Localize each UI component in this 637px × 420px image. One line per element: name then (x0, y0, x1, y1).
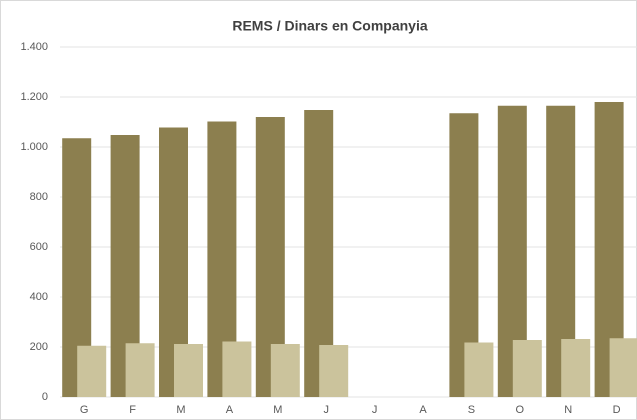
bar (512, 340, 542, 397)
x-tick-label: A (226, 404, 234, 416)
bar (174, 344, 203, 397)
x-tick-label: D (613, 404, 621, 416)
y-tick-label: 400 (30, 291, 48, 303)
bar (319, 345, 349, 397)
x-tick-label: J (323, 404, 329, 416)
y-tick-label: 1.000 (20, 141, 48, 153)
x-tick-label: F (129, 404, 136, 416)
bar (222, 341, 252, 397)
y-tick-label: 1.200 (20, 91, 48, 103)
x-tick-label: S (468, 404, 475, 416)
x-tick-label: G (80, 404, 89, 416)
y-tick-label: 600 (30, 241, 48, 253)
y-tick-label: 800 (30, 191, 48, 203)
bar (464, 342, 494, 397)
bar (609, 338, 637, 397)
x-tick-label: N (564, 404, 572, 416)
y-tick-label: 0 (42, 391, 48, 403)
y-tick-label: 1.400 (20, 41, 48, 53)
x-tick-label: A (419, 404, 427, 416)
x-tick-label: M (176, 404, 185, 416)
x-tick-label: O (516, 404, 525, 416)
chart-title: REMS / Dinars en Companyia (232, 18, 427, 34)
bar (561, 339, 591, 397)
bar (125, 343, 155, 397)
bar (270, 344, 300, 397)
bar (77, 345, 107, 397)
x-tick-label: J (372, 404, 378, 416)
x-tick-label: M (273, 404, 282, 416)
y-tick-label: 200 (30, 341, 48, 353)
